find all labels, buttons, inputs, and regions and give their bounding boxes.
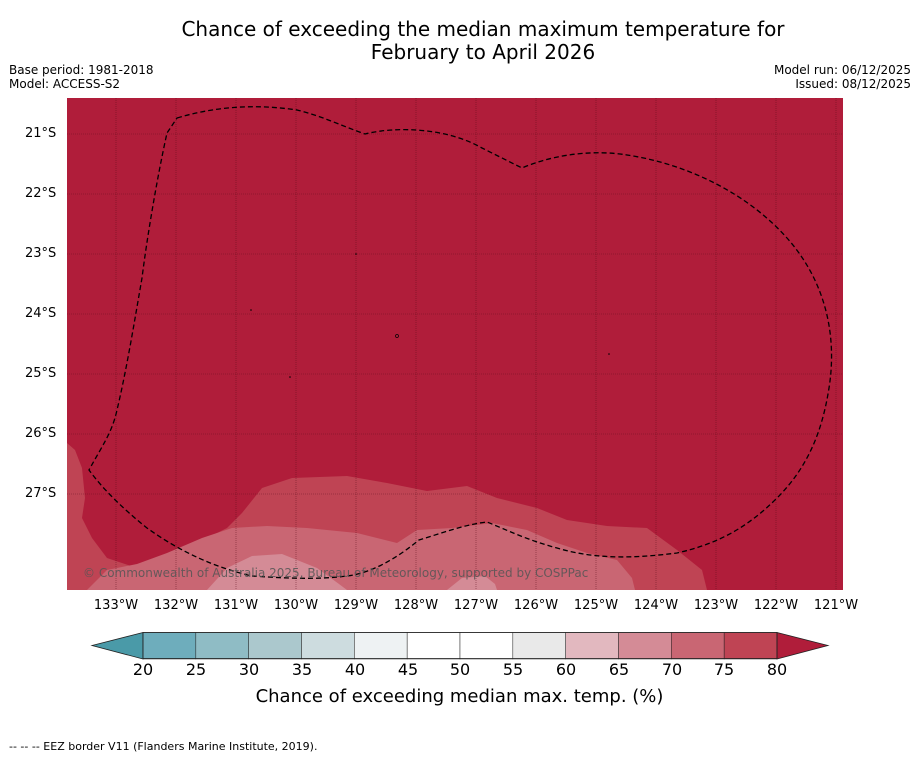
colorbar-underflow-arrow xyxy=(90,632,144,660)
title-line-2: February to April 2026 xyxy=(370,40,596,64)
colorbar-tick: 40 xyxy=(344,660,366,679)
lat-label: 21°S xyxy=(25,126,57,141)
colorbar-tick: 55 xyxy=(502,660,524,679)
lat-label: 26°S xyxy=(25,426,57,441)
colorbar-tick: 70 xyxy=(661,660,683,679)
model-run: Model run: 06/12/2025 xyxy=(773,63,911,77)
meta-left: Base period: 1981-2018 Model: ACCESS-S2 xyxy=(9,63,154,91)
colorbar-segment xyxy=(406,632,461,660)
colorbar-tick: 50 xyxy=(449,660,471,679)
colorbar-overflow-arrow xyxy=(776,632,830,660)
map-panel xyxy=(67,98,843,590)
colorbar-segment xyxy=(618,632,672,660)
lon-label: 133°W xyxy=(93,598,139,613)
probability-65-70-region xyxy=(207,554,497,590)
lat-label: 24°S xyxy=(25,306,57,321)
lon-label: 130°W xyxy=(273,598,319,613)
colorbar-label: Chance of exceeding median max. temp. (%… xyxy=(255,686,664,707)
colorbar-tick: 45 xyxy=(397,660,419,679)
island xyxy=(608,353,610,355)
island xyxy=(395,334,399,338)
model-name: Model: ACCESS-S2 xyxy=(9,77,121,91)
lon-label: 122°W xyxy=(753,598,799,613)
eez-legend-note: -- -- -- EEZ border V11 (Flanders Marine… xyxy=(9,740,318,753)
lon-label: 124°W xyxy=(633,598,679,613)
colorbar-segment xyxy=(354,632,408,660)
title-line-1: Chance of exceeding the median maximum t… xyxy=(181,17,785,41)
colorbar-tick: 80 xyxy=(766,660,788,679)
colorbar-tick: 25 xyxy=(185,660,207,679)
colorbar-tick: 60 xyxy=(555,660,577,679)
graticule xyxy=(67,98,843,590)
colorbar-segment xyxy=(671,632,725,660)
colorbar-segment xyxy=(142,632,197,660)
colorbar-tick: 65 xyxy=(608,660,630,679)
meta-right: Model run: 06/12/2025 Issued: 08/12/2025 xyxy=(774,63,911,91)
island xyxy=(355,253,357,255)
issued-date: Issued: 08/12/2025 xyxy=(795,77,911,91)
eez-border xyxy=(88,106,833,579)
copyright-notice: © Commonwealth of Australia 2025, Bureau… xyxy=(83,566,589,580)
colorbar-tick: 30 xyxy=(238,660,260,679)
lon-label: 131°W xyxy=(213,598,259,613)
lat-label: 23°S xyxy=(25,246,57,261)
lon-label: 127°W xyxy=(453,598,499,613)
colorbar-segment xyxy=(301,632,355,660)
lon-label: 129°W xyxy=(333,598,379,613)
colorbar-segment xyxy=(248,632,302,660)
colorbar-segment xyxy=(195,632,249,660)
island xyxy=(250,309,252,311)
base-period: Base period: 1981-2018 xyxy=(9,63,154,77)
lon-label: 132°W xyxy=(153,598,199,613)
colorbar-segment xyxy=(723,632,778,660)
island xyxy=(289,376,291,378)
map-title: Chance of exceeding the median maximum t… xyxy=(0,18,919,64)
colorbar-segment xyxy=(512,632,566,660)
colorbar-tick: 35 xyxy=(291,660,313,679)
lon-label: 125°W xyxy=(573,598,619,613)
colorbar-tick: 20 xyxy=(132,660,154,679)
colorbar-segment xyxy=(565,632,619,660)
lon-label: 123°W xyxy=(693,598,739,613)
lon-label: 128°W xyxy=(393,598,439,613)
colorbar xyxy=(90,632,830,660)
lon-label: 126°W xyxy=(513,598,559,613)
lat-label: 22°S xyxy=(25,186,57,201)
colorbar-segment xyxy=(459,632,514,660)
colorbar-tick: 75 xyxy=(713,660,735,679)
lat-label: 25°S xyxy=(25,366,57,381)
lat-label: 27°S xyxy=(25,486,57,501)
lon-label: 121°W xyxy=(813,598,859,613)
